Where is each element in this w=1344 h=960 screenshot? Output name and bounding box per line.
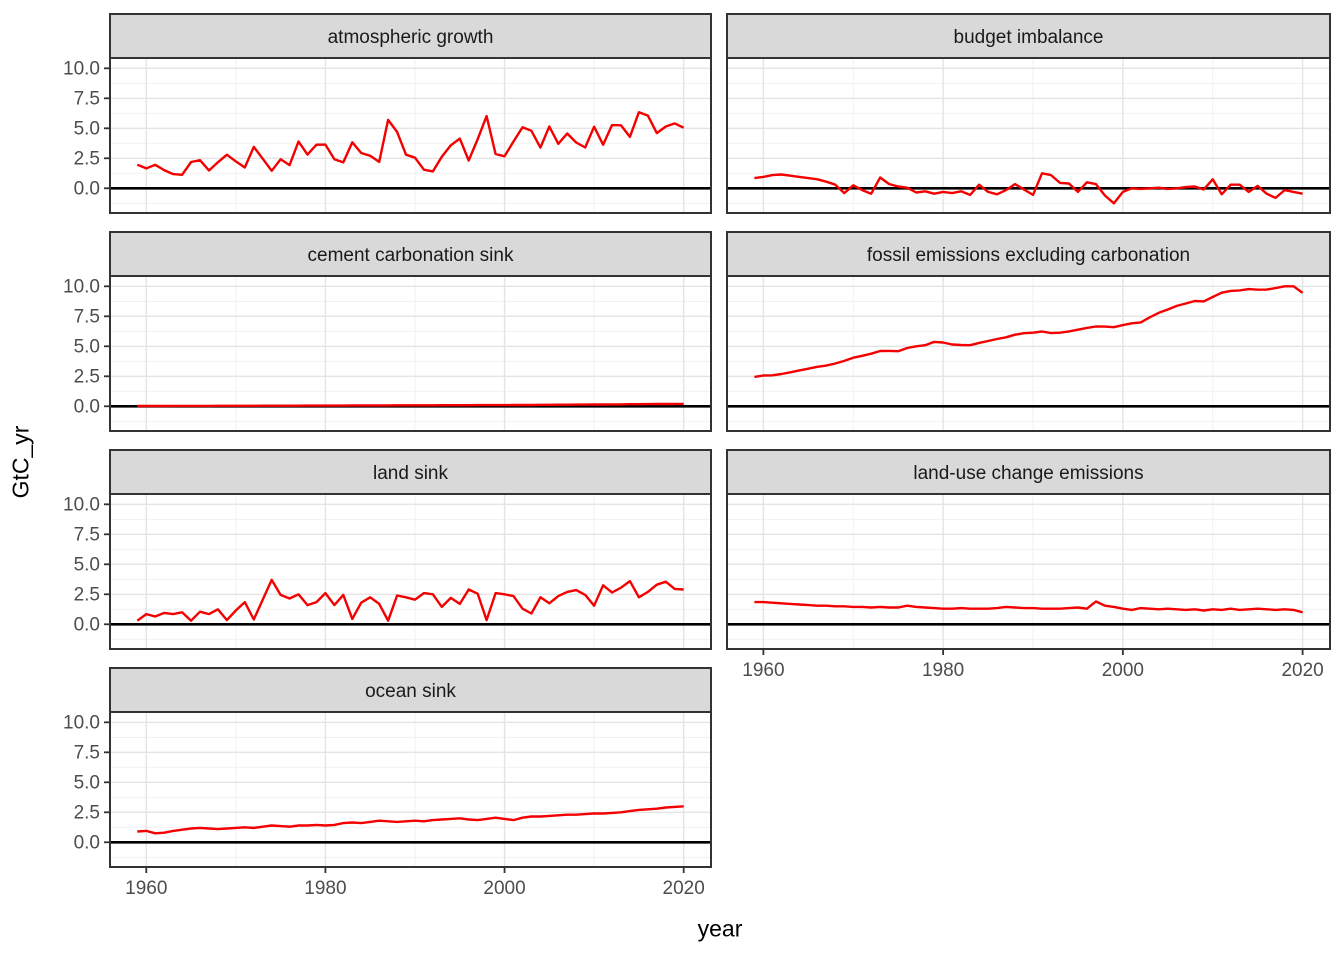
facet-strip xyxy=(109,13,712,59)
y-tick-label: 7.5 xyxy=(74,306,100,327)
x-tick-label: 2000 xyxy=(1102,660,1144,681)
y-tick-label: 10.0 xyxy=(63,58,100,79)
y-tick-label: 5.0 xyxy=(74,554,100,575)
x-tick-label: 1960 xyxy=(742,660,784,681)
panel-background xyxy=(727,494,1330,649)
data-line xyxy=(754,600,1303,614)
y-tick-label: 2.5 xyxy=(74,148,100,169)
y-tick-label: 0.0 xyxy=(74,178,100,199)
panel-background xyxy=(110,494,711,649)
data-line xyxy=(754,172,1303,205)
y-tick-label: 10.0 xyxy=(63,712,100,733)
data-line xyxy=(137,805,684,835)
y-tick-label: 2.5 xyxy=(74,802,100,823)
panel-background xyxy=(727,276,1330,431)
panel-background xyxy=(727,58,1330,213)
data-line xyxy=(754,285,1304,379)
y-tick-label: 10.0 xyxy=(63,276,100,297)
panel-background xyxy=(110,58,711,213)
facet-title: atmospheric growth xyxy=(328,27,494,48)
y-tick-label: 10.0 xyxy=(63,494,100,515)
facet-strip xyxy=(726,449,1331,495)
facet-strip xyxy=(109,449,712,495)
x-axis-title: year xyxy=(697,915,743,942)
x-tick-label: 2020 xyxy=(663,878,705,899)
y-tick-label: 0.0 xyxy=(74,614,100,635)
x-tick-label: 2020 xyxy=(1281,660,1323,681)
facet-strip xyxy=(726,231,1331,277)
panel-background xyxy=(110,712,711,867)
y-tick-label: 5.0 xyxy=(74,336,100,357)
facet-land-sink: land sink 10.0 7.5 5.0 2.5 0.0 xyxy=(63,449,712,650)
y-tick-label: 0.0 xyxy=(74,832,100,853)
facet-fossil-emissions-excluding-carbonation: fossil emissions excluding carbonation xyxy=(726,231,1331,432)
facet-title: land sink xyxy=(373,463,448,484)
y-tick-label: 7.5 xyxy=(74,742,100,763)
facet-cement-carbonation-sink: cement carbonation sink 10.0 7.5 5.0 2.5 0.0 xyxy=(63,231,712,432)
y-tick-label: 0.0 xyxy=(74,396,100,417)
y-tick-label: 7.5 xyxy=(74,88,100,109)
y-axis-title: GtC_yr xyxy=(7,425,34,499)
facet-land-use-change-emissions: land-use change emissions 1960 1980 2000 202… xyxy=(726,449,1331,681)
y-tick-label: 5.0 xyxy=(74,118,100,139)
panel-background xyxy=(110,276,711,431)
data-line xyxy=(136,578,684,622)
x-tick-label: 2000 xyxy=(483,878,525,899)
facet-title: budget imbalance xyxy=(954,27,1104,48)
data-line xyxy=(137,402,684,408)
facet-title: fossil emissions excluding carbonation xyxy=(867,245,1190,266)
facet-title: cement carbonation sink xyxy=(308,245,514,266)
facet-strip xyxy=(109,231,712,277)
facet-ocean-sink: ocean sink 10.0 7.5 5.0 2.5 0.0 1960 1980 2000 20… xyxy=(63,667,712,899)
x-tick-label: 1960 xyxy=(125,878,167,899)
facet-strip xyxy=(726,13,1331,59)
y-tick-label: 2.5 xyxy=(74,584,100,605)
x-tick-label: 1980 xyxy=(922,660,964,681)
facet-atmospheric-growth: atmospheric growth 10.0 7.5 5.0 2.5 0.0 xyxy=(63,13,712,214)
y-tick-label: 7.5 xyxy=(74,524,100,545)
facet-strip xyxy=(109,667,712,713)
x-tick-label: 1980 xyxy=(304,878,346,899)
facet-budget-imbalance: budget imbalance xyxy=(726,13,1331,214)
facet-title: ocean sink xyxy=(365,681,456,702)
data-line xyxy=(136,110,685,177)
y-tick-label: 2.5 xyxy=(74,366,100,387)
y-tick-label: 5.0 xyxy=(74,772,100,793)
facet-title: land-use change emissions xyxy=(913,463,1143,484)
